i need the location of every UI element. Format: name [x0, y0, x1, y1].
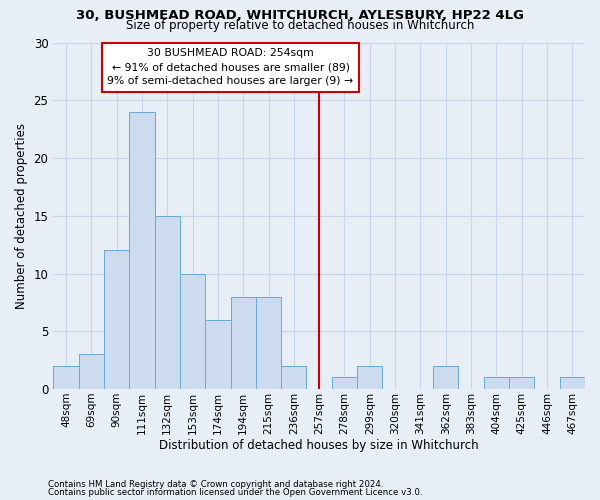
Bar: [357, 366, 382, 389]
Bar: [332, 378, 357, 389]
Bar: [256, 296, 281, 389]
X-axis label: Distribution of detached houses by size in Whitchurch: Distribution of detached houses by size …: [160, 440, 479, 452]
Bar: [230, 296, 256, 389]
Bar: [281, 366, 307, 389]
Bar: [560, 378, 585, 389]
Text: 30 BUSHMEAD ROAD: 254sqm
← 91% of detached houses are smaller (89)
9% of semi-de: 30 BUSHMEAD ROAD: 254sqm ← 91% of detach…: [107, 48, 353, 86]
Text: Contains public sector information licensed under the Open Government Licence v3: Contains public sector information licen…: [48, 488, 422, 497]
Bar: [53, 366, 79, 389]
Text: 30, BUSHMEAD ROAD, WHITCHURCH, AYLESBURY, HP22 4LG: 30, BUSHMEAD ROAD, WHITCHURCH, AYLESBURY…: [76, 9, 524, 22]
Bar: [484, 378, 509, 389]
Bar: [433, 366, 458, 389]
Text: Contains HM Land Registry data © Crown copyright and database right 2024.: Contains HM Land Registry data © Crown c…: [48, 480, 383, 489]
Text: Size of property relative to detached houses in Whitchurch: Size of property relative to detached ho…: [126, 19, 474, 32]
Bar: [129, 112, 155, 389]
Bar: [155, 216, 180, 389]
Bar: [205, 320, 230, 389]
Bar: [79, 354, 104, 389]
Bar: [104, 250, 129, 389]
Y-axis label: Number of detached properties: Number of detached properties: [15, 123, 28, 309]
Bar: [509, 378, 535, 389]
Bar: [180, 274, 205, 389]
